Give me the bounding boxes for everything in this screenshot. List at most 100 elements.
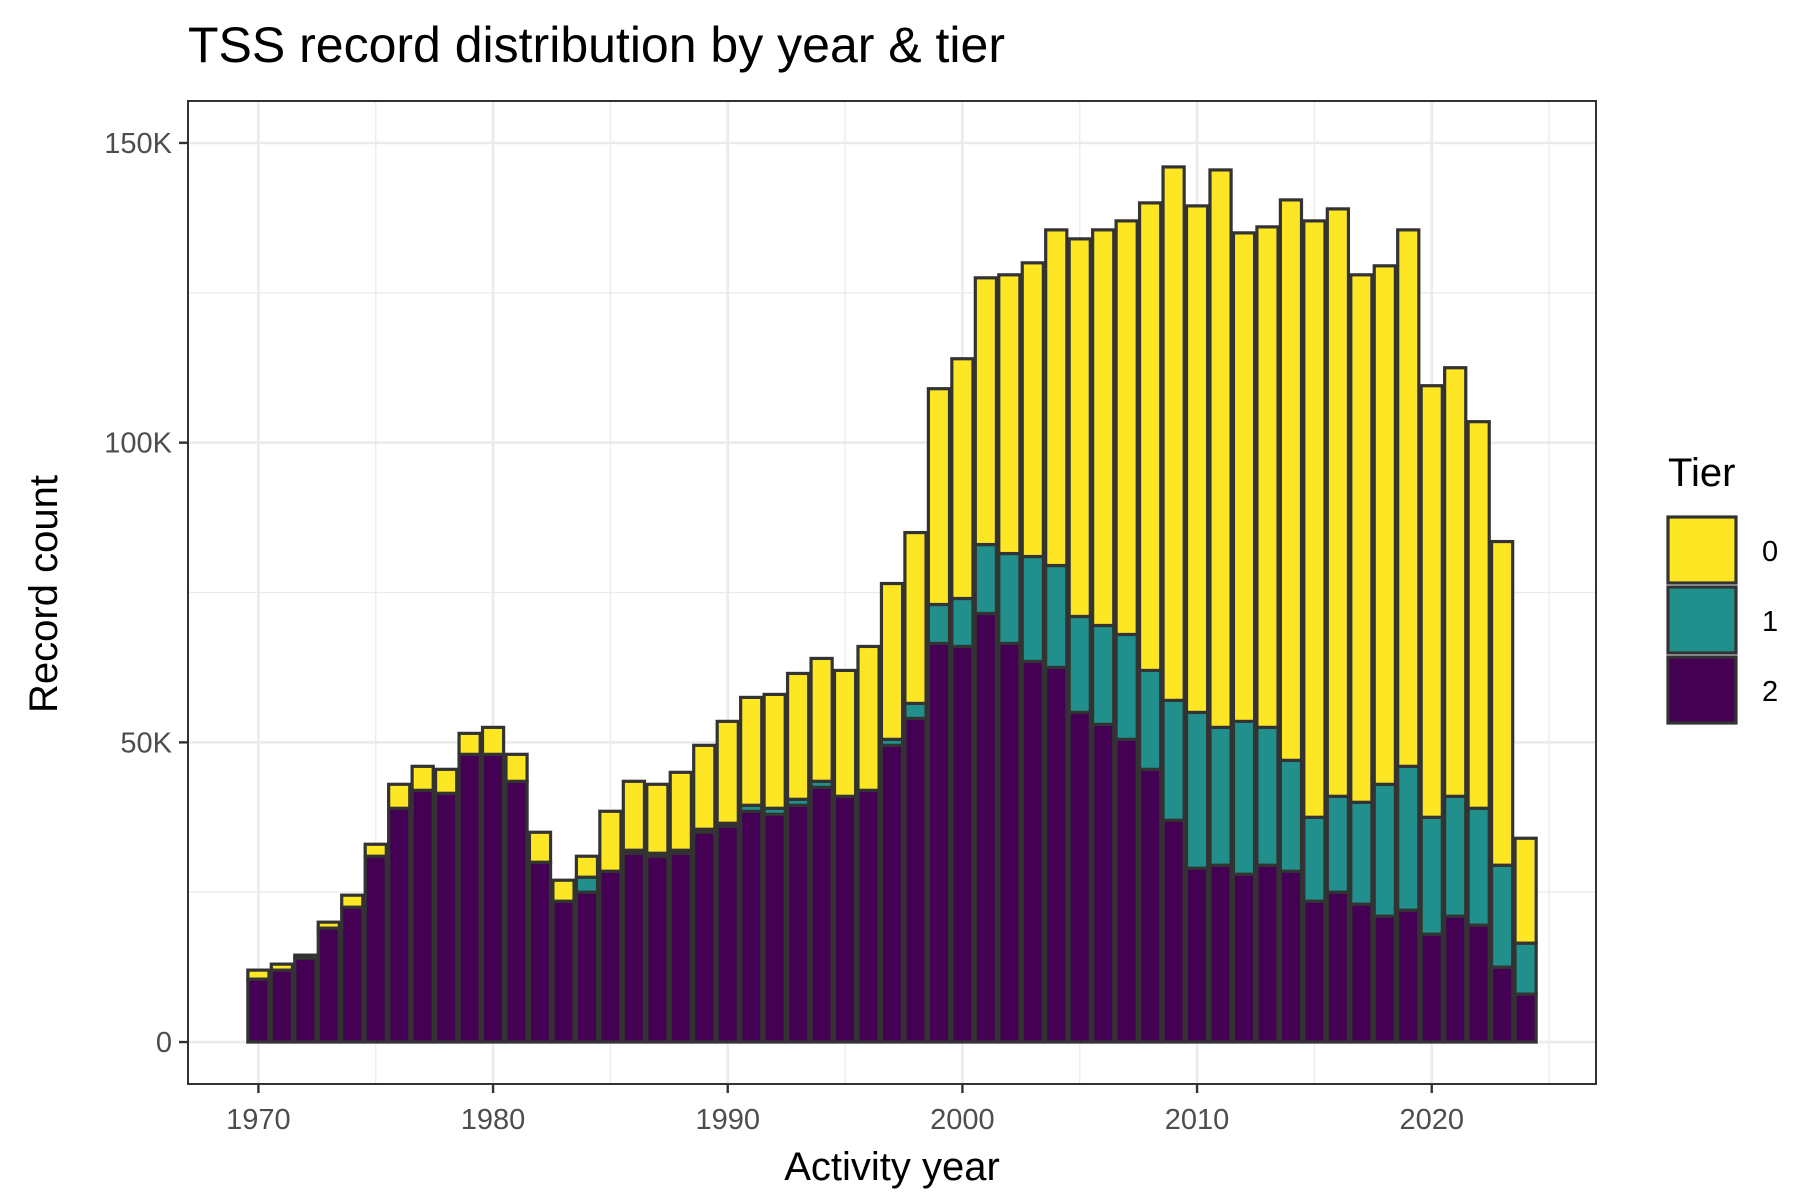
bar-1983-tier-0 bbox=[551, 878, 576, 903]
legend-key-tier-0 bbox=[1666, 515, 1738, 585]
bar-1985-tier-0 bbox=[598, 809, 623, 873]
bar-1995-tier-2 bbox=[832, 794, 858, 1044]
bar-1997-tier-0 bbox=[879, 581, 905, 741]
x-tick-label: 2010 bbox=[1165, 1104, 1230, 1136]
bar-2022-tier-2 bbox=[1466, 923, 1491, 1044]
bar-2013-tier-1 bbox=[1255, 725, 1280, 867]
x-axis-title: Activity year bbox=[784, 1145, 1000, 1189]
bar-1987-tier-2 bbox=[645, 854, 670, 1044]
legend: Tier 0 1 2 bbox=[1666, 451, 1778, 725]
bar-1978-tier-0 bbox=[433, 767, 459, 795]
bar-2008-tier-2 bbox=[1137, 767, 1163, 1044]
bar-2011-tier-0 bbox=[1208, 168, 1233, 729]
plot-area bbox=[187, 100, 1597, 1085]
legend-keys: 0 1 2 bbox=[1666, 515, 1778, 725]
bar-1981-tier-2 bbox=[504, 779, 529, 1044]
bar-1976-tier-2 bbox=[387, 806, 412, 1044]
bar-2020-tier-1 bbox=[1419, 815, 1444, 936]
bar-1998-tier-2 bbox=[903, 716, 928, 1044]
bar-2008-tier-1 bbox=[1137, 668, 1163, 771]
bar-1999-tier-0 bbox=[926, 387, 952, 607]
bar-2021-tier-1 bbox=[1443, 794, 1468, 918]
bar-2023-tier-2 bbox=[1489, 965, 1515, 1044]
bar-2003-tier-0 bbox=[1020, 261, 1045, 559]
bar-2001-tier-1 bbox=[973, 542, 999, 616]
bar-2011-tier-1 bbox=[1208, 725, 1233, 867]
x-tick-label: 1980 bbox=[461, 1104, 526, 1136]
bar-2012-tier-2 bbox=[1231, 872, 1257, 1044]
bar-2009-tier-1 bbox=[1161, 698, 1186, 822]
bar-2017-tier-1 bbox=[1349, 800, 1374, 906]
bar-1990-tier-2 bbox=[715, 824, 740, 1044]
bar-2010-tier-1 bbox=[1184, 710, 1210, 870]
bar-2014-tier-2 bbox=[1278, 869, 1304, 1044]
x-axis: 1970 1980 1990 2000 2010 2020 bbox=[226, 1084, 1464, 1136]
bar-2017-tier-2 bbox=[1349, 902, 1374, 1044]
bar-2016-tier-0 bbox=[1325, 207, 1351, 798]
bar-1988-tier-0 bbox=[668, 770, 693, 852]
bar-1984-tier-2 bbox=[574, 890, 600, 1044]
bar-2020-tier-2 bbox=[1419, 932, 1444, 1044]
bar-2021-tier-0 bbox=[1443, 366, 1468, 798]
bars bbox=[246, 165, 1538, 1044]
y-axis: 0 50K 100K 150K bbox=[104, 128, 188, 1059]
bar-2001-tier-0 bbox=[973, 276, 999, 547]
bar-2024-tier-1 bbox=[1513, 941, 1538, 996]
bar-1999-tier-1 bbox=[926, 602, 952, 646]
bar-1980-tier-2 bbox=[480, 752, 506, 1044]
bar-2006-tier-1 bbox=[1091, 623, 1116, 726]
bar-1973-tier-2 bbox=[316, 926, 341, 1044]
bar-2005-tier-0 bbox=[1067, 237, 1092, 619]
bar-2015-tier-2 bbox=[1302, 899, 1327, 1044]
bar-2000-tier-2 bbox=[950, 644, 975, 1044]
bar-1970-tier-0 bbox=[246, 968, 271, 981]
bar-1975-tier-2 bbox=[363, 854, 388, 1044]
x-tick-label: 2020 bbox=[1399, 1104, 1464, 1136]
bar-2024-tier-0 bbox=[1513, 836, 1538, 945]
bar-1978-tier-2 bbox=[433, 791, 459, 1044]
chart-title: TSS record distribution by year & tier bbox=[188, 17, 1005, 73]
bar-1993-tier-0 bbox=[785, 671, 811, 801]
legend-key-tier-2 bbox=[1666, 655, 1738, 725]
bar-2003-tier-1 bbox=[1020, 554, 1045, 664]
legend-label-tier-2: 2 bbox=[1762, 676, 1778, 708]
bar-2003-tier-2 bbox=[1020, 659, 1045, 1044]
bar-1974-tier-0 bbox=[340, 893, 365, 909]
bar-1991-tier-0 bbox=[739, 695, 764, 807]
bar-1977-tier-0 bbox=[410, 764, 435, 792]
bar-2013-tier-0 bbox=[1255, 225, 1280, 729]
bar-1996-tier-0 bbox=[856, 644, 881, 792]
x-tick-label: 2000 bbox=[930, 1104, 995, 1136]
bar-1998-tier-1 bbox=[903, 701, 928, 720]
bar-1973-tier-0 bbox=[316, 920, 341, 930]
bar-2010-tier-2 bbox=[1184, 866, 1210, 1044]
bar-2000-tier-1 bbox=[950, 596, 975, 649]
bar-2010-tier-0 bbox=[1184, 204, 1210, 714]
bar-2011-tier-2 bbox=[1208, 863, 1233, 1044]
bar-1996-tier-2 bbox=[856, 788, 881, 1044]
bar-2007-tier-2 bbox=[1114, 737, 1139, 1044]
bar-2019-tier-2 bbox=[1396, 908, 1421, 1044]
bar-2006-tier-0 bbox=[1091, 228, 1116, 628]
bar-1982-tier-2 bbox=[527, 860, 553, 1044]
bar-2018-tier-0 bbox=[1372, 264, 1397, 786]
bar-2009-tier-2 bbox=[1161, 818, 1186, 1044]
bar-1971-tier-0 bbox=[269, 962, 295, 972]
x-tick-label: 1990 bbox=[695, 1104, 760, 1136]
bar-1992-tier-2 bbox=[762, 812, 787, 1044]
bar-2005-tier-1 bbox=[1067, 614, 1092, 714]
bar-1988-tier-2 bbox=[668, 851, 693, 1044]
bar-2004-tier-2 bbox=[1044, 665, 1069, 1044]
bar-1993-tier-2 bbox=[785, 803, 811, 1044]
bar-1999-tier-2 bbox=[926, 641, 952, 1044]
bar-2014-tier-1 bbox=[1278, 758, 1304, 873]
bar-1992-tier-0 bbox=[762, 692, 787, 810]
bar-2009-tier-0 bbox=[1161, 165, 1186, 702]
bar-1972-tier-0 bbox=[293, 953, 318, 960]
y-tick-label: 150K bbox=[104, 128, 172, 160]
bar-2020-tier-0 bbox=[1419, 384, 1444, 819]
legend-label-tier-0: 0 bbox=[1762, 536, 1778, 568]
bar-2016-tier-2 bbox=[1325, 890, 1351, 1044]
bar-1986-tier-0 bbox=[621, 779, 647, 852]
